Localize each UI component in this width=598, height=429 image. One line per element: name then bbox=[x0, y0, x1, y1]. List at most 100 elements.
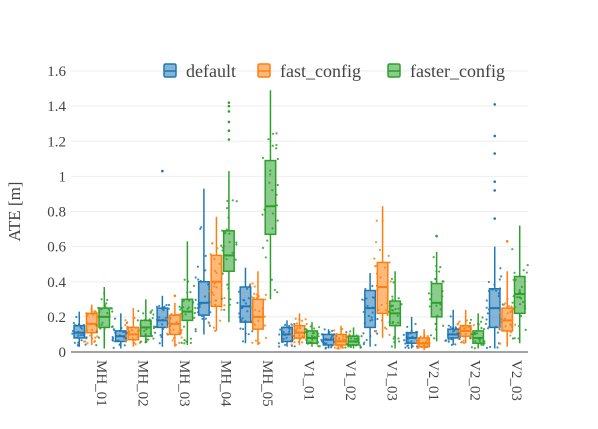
sample-point bbox=[271, 132, 275, 135]
sample-point bbox=[166, 318, 169, 321]
sample-point bbox=[359, 346, 362, 349]
sample-point bbox=[214, 269, 217, 272]
sample-point bbox=[439, 303, 442, 306]
sample-point bbox=[517, 337, 520, 340]
sample-point bbox=[494, 289, 498, 292]
sample-point bbox=[255, 293, 258, 296]
y-tick-label: 0.8 bbox=[47, 205, 66, 221]
sample-point bbox=[365, 338, 368, 342]
sample-point bbox=[511, 309, 514, 312]
sample-point bbox=[80, 339, 83, 342]
sample-point bbox=[370, 318, 374, 322]
sample-point bbox=[220, 308, 223, 311]
sample-point bbox=[509, 334, 512, 337]
sample-point bbox=[204, 317, 207, 320]
sample-point bbox=[351, 343, 354, 347]
sample-point bbox=[500, 275, 503, 278]
sample-point bbox=[333, 329, 336, 332]
sample-point bbox=[90, 331, 93, 335]
sample-point bbox=[484, 322, 488, 326]
sample-point bbox=[275, 147, 278, 150]
box-faster_config-V2_03 bbox=[511, 225, 529, 344]
sample-point bbox=[462, 335, 466, 338]
sample-point bbox=[159, 334, 162, 337]
sample-point bbox=[324, 337, 327, 340]
sample-point bbox=[186, 307, 189, 310]
sample-point bbox=[86, 342, 89, 345]
sample-point bbox=[406, 325, 409, 328]
sample-point bbox=[520, 285, 524, 289]
sample-point bbox=[114, 331, 117, 334]
sample-point bbox=[206, 283, 210, 286]
sample-point bbox=[449, 315, 452, 318]
sample-point bbox=[442, 324, 445, 327]
sample-point bbox=[227, 216, 230, 219]
sample-point bbox=[298, 334, 301, 337]
sample-point bbox=[182, 306, 185, 309]
sample-point bbox=[483, 340, 486, 343]
sample-point bbox=[235, 243, 238, 246]
sample-point bbox=[227, 287, 230, 290]
sample-point bbox=[285, 336, 288, 340]
sample-point bbox=[76, 336, 79, 339]
sample-point bbox=[525, 271, 528, 274]
x-tick-label: V2_01 bbox=[425, 360, 441, 401]
sample-point bbox=[487, 280, 490, 284]
sample-point bbox=[253, 285, 256, 288]
sample-point bbox=[426, 336, 429, 339]
sample-point bbox=[390, 305, 393, 308]
sample-point bbox=[148, 319, 151, 322]
sample-point bbox=[104, 306, 107, 309]
sample-point bbox=[108, 315, 111, 318]
sample-point bbox=[423, 334, 426, 337]
sample-point bbox=[168, 328, 171, 331]
sample-point bbox=[341, 327, 344, 331]
sample-point bbox=[498, 311, 502, 314]
sample-point bbox=[208, 322, 211, 325]
sample-point bbox=[143, 319, 146, 322]
box-plots bbox=[71, 90, 529, 351]
legend-item-fast_config: fast_config bbox=[257, 61, 361, 81]
sample-point bbox=[75, 324, 79, 327]
sample-point bbox=[215, 286, 218, 289]
sample-point bbox=[80, 327, 83, 330]
sample-point bbox=[333, 346, 336, 349]
sample-point bbox=[77, 323, 81, 326]
sample-point bbox=[354, 340, 357, 343]
sample-point bbox=[98, 311, 101, 314]
sample-point bbox=[367, 314, 371, 318]
sample-point bbox=[152, 325, 156, 328]
sample-point bbox=[264, 256, 267, 259]
sample-point bbox=[310, 341, 314, 344]
sample-point bbox=[373, 257, 376, 260]
sample-point bbox=[465, 319, 468, 322]
outlier-point bbox=[227, 101, 231, 104]
sample-point bbox=[131, 337, 134, 340]
sample-point bbox=[303, 328, 307, 331]
sample-point bbox=[77, 334, 80, 337]
sample-point bbox=[333, 333, 336, 336]
sample-point bbox=[103, 292, 106, 295]
sample-point bbox=[464, 329, 467, 332]
sample-point bbox=[362, 332, 365, 335]
sample-point bbox=[477, 338, 481, 341]
sample-point bbox=[435, 304, 438, 307]
sample-point bbox=[261, 312, 265, 315]
sample-point bbox=[294, 317, 297, 320]
sample-point bbox=[374, 344, 377, 347]
sample-point bbox=[383, 266, 387, 269]
sample-point bbox=[332, 335, 335, 338]
sample-point bbox=[220, 244, 223, 247]
sample-point bbox=[491, 288, 494, 291]
sample-point bbox=[235, 200, 238, 203]
sample-point bbox=[133, 316, 136, 320]
x-tick-label: V2_02 bbox=[467, 360, 483, 401]
sample-point bbox=[428, 298, 432, 301]
sample-point bbox=[211, 291, 214, 294]
sample-point bbox=[152, 327, 156, 330]
sample-point bbox=[320, 338, 323, 341]
x-tick-label: MH_03 bbox=[176, 360, 192, 407]
sample-point bbox=[350, 337, 353, 340]
sample-point bbox=[133, 341, 136, 345]
sample-point bbox=[391, 295, 394, 298]
